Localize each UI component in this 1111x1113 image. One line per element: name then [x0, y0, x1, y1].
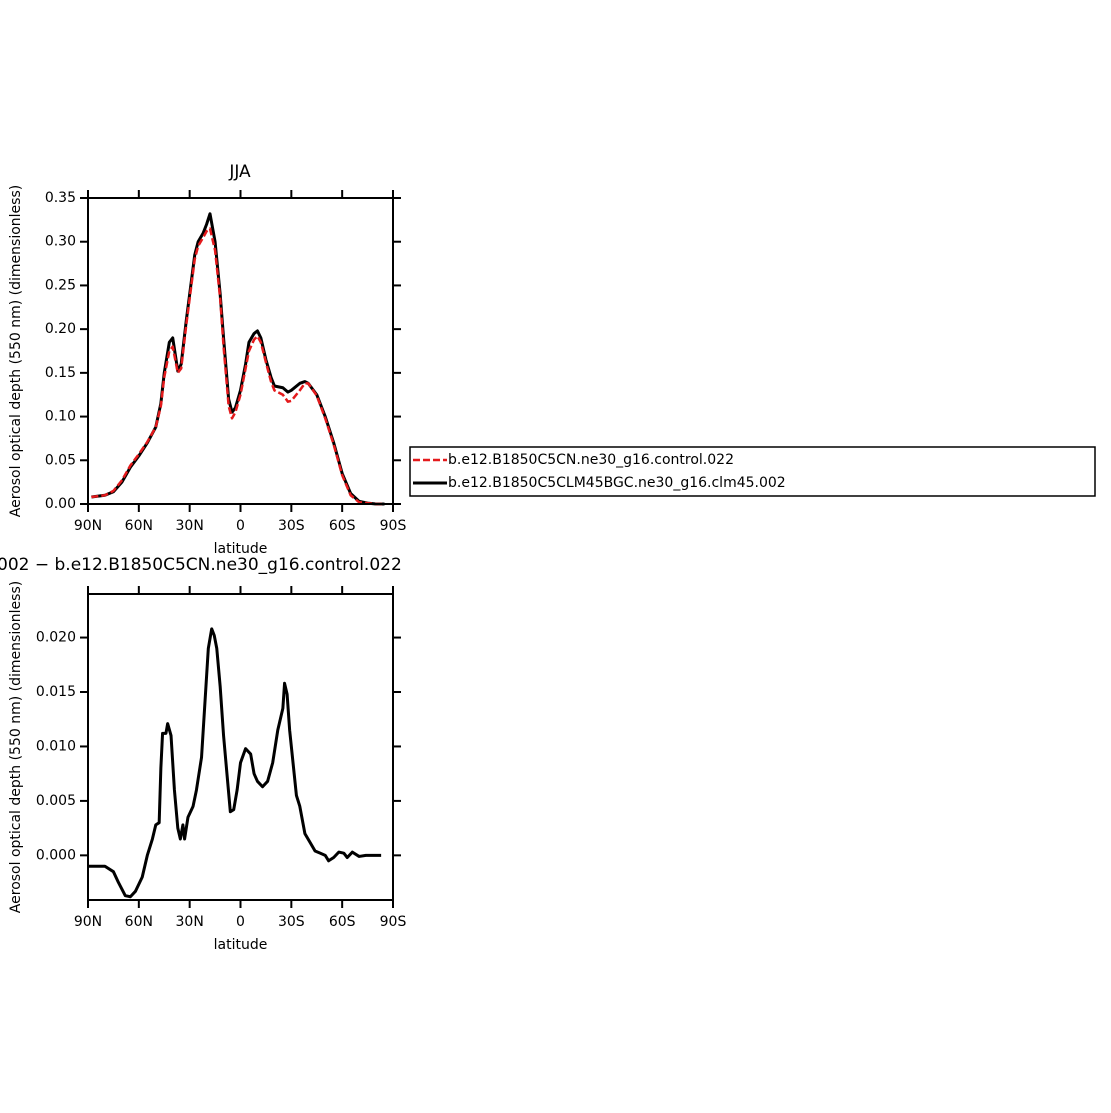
x-tick-label: 60N — [125, 518, 153, 534]
y-tick-label: 0.30 — [45, 234, 76, 250]
y-tick-label: 0.015 — [36, 684, 76, 700]
y-tick-label: 0.020 — [36, 630, 76, 646]
x-tick-label: 30N — [176, 914, 204, 930]
plot-frame — [87, 197, 394, 505]
y-tick-label: 0.000 — [36, 847, 76, 863]
chart-title: JJA — [228, 162, 251, 182]
x-axis-label: latitude — [214, 937, 268, 953]
y-tick-label: 0.20 — [45, 321, 76, 337]
legend-label: b.e12.B1850C5CN.ne30_g16.control.022 — [448, 452, 734, 468]
y-tick-label: 0.00 — [45, 496, 76, 512]
x-tick-label: 60N — [125, 914, 153, 930]
y-tick-label: 0.25 — [45, 277, 76, 293]
legend-box — [409, 446, 1096, 497]
y-axis-label: Aerosol optical depth (550 nm) (dimensio… — [8, 185, 24, 517]
x-axis-label: latitude — [214, 541, 268, 557]
y-tick-label: 0.10 — [45, 409, 76, 425]
y-tick-label: 0.005 — [36, 793, 76, 809]
x-tick-label: 0 — [236, 518, 245, 534]
x-tick-label: 90N — [74, 914, 102, 930]
y-tick-label: 0.15 — [45, 365, 76, 381]
plot-frame — [87, 593, 394, 901]
x-tick-label: 90N — [74, 518, 102, 534]
data-line — [91, 227, 385, 506]
y-tick-label: 0.35 — [45, 190, 76, 206]
y-tick-label: 0.010 — [36, 738, 76, 754]
legend-label: b.e12.B1850C5CLM45BGC.ne30_g16.clm45.002 — [448, 475, 786, 491]
x-tick-label: 30S — [278, 518, 305, 534]
x-tick-label: 0 — [236, 914, 245, 930]
x-tick-label: 30N — [176, 518, 204, 534]
x-tick-label: 30S — [278, 914, 305, 930]
x-tick-label: 60S — [329, 914, 356, 930]
x-tick-label: 90S — [380, 914, 407, 930]
y-axis-label: Aerosol optical depth (550 nm) (dimensio… — [8, 581, 24, 913]
x-tick-label: 90S — [380, 518, 407, 534]
x-tick-label: 60S — [329, 518, 356, 534]
chart-title: 002 − b.e12.B1850C5CN.ne30_g16.control.0… — [0, 555, 402, 575]
y-tick-label: 0.05 — [45, 452, 76, 468]
data-line — [88, 627, 382, 899]
